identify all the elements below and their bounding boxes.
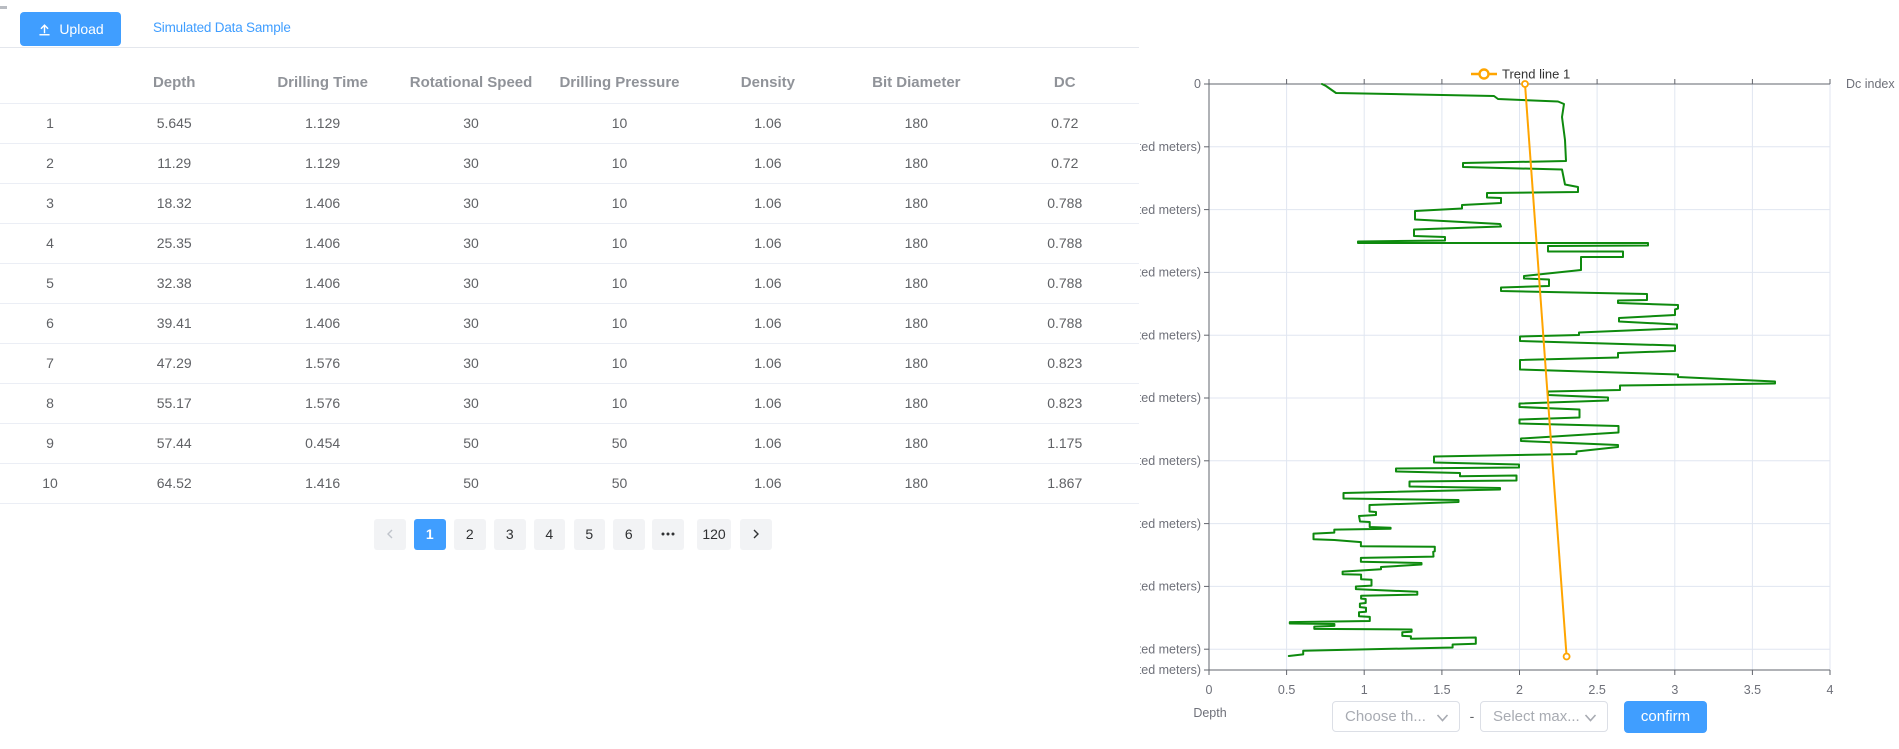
svg-text:0: 0 [1206, 683, 1213, 697]
svg-text:600 (converted meters): 600 (converted meters) [1140, 454, 1201, 468]
svg-text:931 (converted meters): 931 (converted meters) [1140, 663, 1201, 677]
svg-text:3: 3 [1671, 683, 1678, 697]
svg-text:1: 1 [1361, 683, 1368, 697]
svg-text:Depth: Depth [1193, 706, 1226, 720]
svg-text:800 (converted meters): 800 (converted meters) [1140, 580, 1201, 594]
svg-text:Dc index: Dc index [1846, 77, 1895, 91]
svg-text:700 (converted meters): 700 (converted meters) [1140, 517, 1201, 531]
svg-text:2: 2 [1516, 683, 1523, 697]
svg-text:4: 4 [1827, 683, 1834, 697]
svg-text:400 (converted meters): 400 (converted meters) [1140, 328, 1201, 342]
svg-text:2.5: 2.5 [1588, 683, 1605, 697]
svg-text:3.5: 3.5 [1744, 683, 1761, 697]
svg-text:500 (converted meters): 500 (converted meters) [1140, 391, 1201, 405]
svg-text:200 (converted meters): 200 (converted meters) [1140, 203, 1201, 217]
svg-text:Trend line 1: Trend line 1 [1502, 67, 1570, 82]
svg-text:100 (converted meters): 100 (converted meters) [1140, 140, 1201, 154]
svg-text:300 (converted meters): 300 (converted meters) [1140, 266, 1201, 280]
svg-text:0: 0 [1194, 77, 1201, 91]
svg-text:1.5: 1.5 [1433, 683, 1450, 697]
svg-text:900 (converted meters): 900 (converted meters) [1140, 642, 1201, 656]
svg-text:0.5: 0.5 [1278, 683, 1295, 697]
